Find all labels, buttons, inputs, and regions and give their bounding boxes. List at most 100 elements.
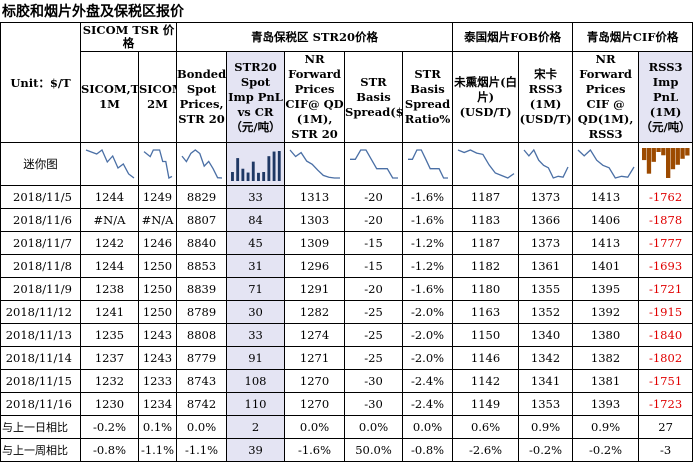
row-date: 2018/11/15: [0, 369, 81, 393]
table-cell: 1250: [137, 277, 178, 301]
row-date: 2018/11/13: [0, 323, 81, 347]
comparison-cell: -1.1%: [137, 438, 178, 462]
table-cell: 84: [226, 208, 286, 232]
spark-line: [407, 149, 448, 179]
table-cell: 1244: [80, 185, 139, 209]
sparkline-cell: [572, 142, 640, 186]
comparison-cell: -1.6%: [284, 438, 346, 462]
sparkline-cell: [402, 142, 454, 186]
spark-bar: [665, 148, 670, 178]
table-cell: 1395: [572, 277, 640, 301]
comparison-cell: -0.8%: [80, 438, 139, 462]
spark-line: [577, 148, 635, 179]
table-cell: 1401: [572, 254, 640, 278]
spark-line: [143, 149, 172, 179]
table-cell: 8807: [176, 208, 228, 232]
table-cell: 1235: [80, 323, 139, 347]
table-cell: 30: [226, 300, 286, 324]
spark-line: [289, 149, 340, 179]
table-cell: -1723: [638, 392, 694, 416]
spark-bar: [655, 148, 661, 152]
table-cell: -2.0%: [402, 346, 454, 370]
table-cell: 1361: [518, 254, 574, 278]
table-cell: 1270: [284, 392, 346, 416]
column-header: SICOM,TSR, 1M: [80, 51, 139, 143]
comparison-cell: -0.2%: [518, 438, 574, 462]
row-date: 2018/11/6: [0, 208, 81, 232]
table-cell: 1373: [518, 185, 574, 209]
group-header-row: Unit：$/T SICOM TSR 价格 青岛保税区 STR20价格 泰国烟片…: [0, 22, 694, 143]
table-cell: 1352: [518, 300, 574, 324]
table-cell: 8853: [176, 254, 228, 278]
spark-line: [85, 148, 134, 179]
table-row: 2018/11/14 1237 1243 8779 91 1271 -25 -2.0% 1146…: [0, 346, 694, 370]
table-cell: 1341: [518, 369, 574, 393]
table-cell: 1270: [284, 369, 346, 393]
table-cell: 1241: [80, 300, 139, 324]
column-header: STR20 Spot Imp PnL vs CR（元/吨）: [226, 51, 286, 143]
table-cell: -1.6%: [402, 208, 454, 232]
table-cell: -1915: [638, 300, 694, 324]
table-cell: 1249: [137, 185, 178, 209]
row-date: 2018/11/14: [0, 346, 81, 370]
sparkline-cell: [137, 142, 178, 186]
table-cell: 1406: [572, 208, 640, 232]
sparkline: [457, 149, 514, 179]
table-cell: 1234: [137, 392, 178, 416]
table-cell: 1355: [518, 277, 574, 301]
table-cell: 91: [226, 346, 286, 370]
sparkline: [523, 148, 569, 179]
spark-bar: [651, 148, 656, 162]
table-cell: 8829: [176, 185, 228, 209]
table-cell: -1.2%: [402, 254, 454, 278]
sparkline: [641, 148, 690, 178]
spark-bar: [256, 172, 260, 181]
table-cell: 1413: [572, 185, 640, 209]
sparkline: [181, 149, 222, 179]
spark-bar: [277, 151, 281, 181]
table-cell: 1413: [572, 231, 640, 255]
column-header: 宋卡 RSS3 (1M) (USD/T): [518, 51, 574, 143]
spark-bar: [251, 161, 255, 181]
comparison-cell: 0.9%: [518, 415, 574, 439]
table-cell: 8808: [176, 323, 228, 347]
table-cell: 8839: [176, 277, 228, 301]
table-cell: 108: [226, 369, 286, 393]
column-header: Bonded Spot Prices, STR 20: [176, 51, 228, 143]
table-cell: -1802: [638, 346, 694, 370]
column-header: 未熏烟片(白片) (USD/T): [452, 51, 520, 143]
row-date: 2018/11/7: [0, 231, 81, 255]
table-cell: -1840: [638, 323, 694, 347]
table-cell: 1291: [284, 277, 346, 301]
table-cell: -20: [344, 277, 404, 301]
table-cell: -20: [344, 185, 404, 209]
table-cell: -1693: [638, 254, 694, 278]
column-header: RSS3 Imp PnL (1M)（元/吨）: [638, 51, 694, 143]
table-cell: -25: [344, 300, 404, 324]
comparison-cell: 50.0%: [344, 438, 404, 462]
sparkline-cell: [226, 142, 286, 186]
spark-line: [457, 149, 514, 179]
spark-bar: [670, 148, 675, 170]
table-cell: 8779: [176, 346, 228, 370]
table-cell: 1182: [452, 254, 520, 278]
page-title: 标胶和烟片外盘及保税区报价: [2, 4, 184, 20]
table-cell: -2.0%: [402, 300, 454, 324]
row-date: 2018/11/5: [0, 185, 81, 209]
table-cell: 1163: [452, 300, 520, 324]
table-cell: -2.0%: [402, 323, 454, 347]
table-cell: 1246: [137, 231, 178, 255]
table-cell: -15: [344, 254, 404, 278]
table-cell: 1274: [284, 323, 346, 347]
table-cell: -30: [344, 392, 404, 416]
spark-bar: [679, 148, 685, 159]
comparison-label: 与上一周相比: [0, 438, 81, 462]
row-date: 2018/11/12: [0, 300, 81, 324]
table-cell: -20: [344, 208, 404, 232]
table-cell: 1187: [452, 231, 520, 255]
comparison-cell: 27: [638, 415, 694, 439]
spark-line: [349, 149, 398, 179]
table-cell: 1244: [80, 254, 139, 278]
table-cell: 33: [226, 323, 286, 347]
